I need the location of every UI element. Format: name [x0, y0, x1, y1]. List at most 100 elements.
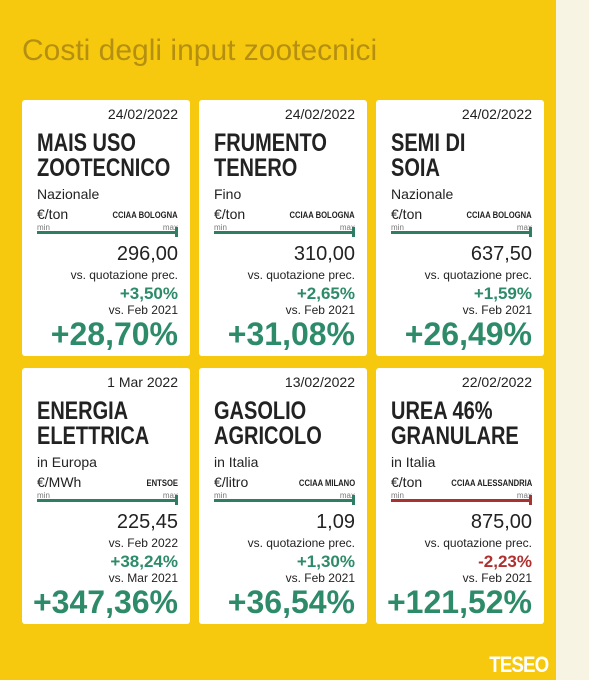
- price-card: 24/02/2022 MAIS USO ZOOTECNICO Nazionale €/t…: [22, 100, 190, 356]
- card-title: SOIA: [391, 154, 440, 182]
- unit: €/litro: [214, 474, 249, 490]
- card-title: FRUMENTO: [214, 129, 327, 157]
- price: 1,09: [316, 511, 355, 533]
- card-date: 1 Mar 2022: [107, 374, 178, 390]
- card-date: 13/02/2022: [284, 374, 355, 390]
- card-title: AGRICOLO: [214, 422, 322, 450]
- range-max: max: [516, 491, 532, 500]
- card-title: ENERGIA: [37, 397, 129, 425]
- range-max: max: [516, 223, 532, 232]
- unit: €/ton: [37, 206, 69, 222]
- price: 875,00: [470, 511, 532, 533]
- change-big: +31,08%: [227, 316, 355, 352]
- source: CCIAA MILANO: [298, 478, 355, 488]
- compare-label: vs. quotazione prec.: [424, 268, 532, 282]
- compare-label: vs. quotazione prec.: [424, 536, 532, 550]
- range-marker: [529, 227, 532, 237]
- compare-label: vs. Feb 2022: [108, 536, 178, 550]
- card-title: ZOOTECNICO: [37, 154, 171, 182]
- card-date: 24/02/2022: [284, 106, 355, 122]
- unit: €/ton: [214, 206, 246, 222]
- change-big: +121,52%: [386, 584, 532, 620]
- change: -2,23%: [478, 552, 532, 571]
- unit: €/ton: [391, 474, 423, 490]
- card-subtitle: Nazionale: [37, 186, 100, 202]
- range-track: [37, 231, 178, 234]
- range-max: max: [339, 491, 355, 500]
- unit: €/ton: [391, 206, 423, 222]
- change: +38,24%: [110, 552, 178, 571]
- change-big: +36,54%: [227, 584, 355, 620]
- card-title: ELETTRICA: [37, 422, 150, 450]
- card-title: TENERO: [214, 154, 298, 182]
- card-subtitle: in Italia: [214, 454, 259, 470]
- compare-label: vs. Feb 2021: [462, 303, 532, 317]
- range-max: max: [162, 223, 178, 232]
- range-marker: [175, 495, 178, 505]
- range-max: max: [339, 223, 355, 232]
- range-max: max: [162, 491, 178, 500]
- compare-label: vs. quotazione prec.: [247, 268, 355, 282]
- price-card: 22/02/2022 UREA 46% GRANULARE in Italia €/to…: [376, 368, 544, 624]
- price-card: 1 Mar 2022 ENERGIA ELETTRICA in Europa €/MWh…: [22, 368, 190, 624]
- range-track: [37, 499, 178, 502]
- change: +2,65%: [296, 284, 355, 303]
- card-subtitle: Fino: [214, 186, 242, 202]
- change-big: +26,49%: [404, 316, 532, 352]
- card-title: GASOLIO: [214, 397, 307, 425]
- range-min: min: [391, 223, 404, 232]
- price: 225,45: [116, 511, 178, 533]
- source: CCIAA BOLOGNA: [466, 210, 532, 220]
- compare-label: vs. Feb 2021: [285, 303, 355, 317]
- card-title: UREA 46%: [391, 397, 493, 425]
- change-big: +28,70%: [50, 316, 178, 352]
- compare-label: vs. Mar 2021: [108, 571, 178, 585]
- price-card: 24/02/2022 SEMI DI SOIA Nazionale €/ton CCIAA…: [376, 100, 544, 356]
- range-min: min: [391, 491, 404, 500]
- price-card: 24/02/2022 FRUMENTO TENERO Fino €/ton CCIAA B…: [199, 100, 367, 356]
- card-title: GRANULARE: [391, 422, 519, 450]
- range-marker: [352, 495, 355, 505]
- compare-label: vs. quotazione prec.: [70, 268, 178, 282]
- price-card: 13/02/2022 GASOLIO AGRICOLO in Italia €/litr…: [199, 368, 367, 624]
- card-date: 22/02/2022: [461, 374, 532, 390]
- range-min: min: [214, 491, 227, 500]
- card-subtitle: Nazionale: [391, 186, 454, 202]
- card-date: 24/02/2022: [107, 106, 178, 122]
- source: CCIAA ALESSANDRIA: [450, 478, 532, 488]
- change: +1,30%: [296, 552, 355, 571]
- price: 296,00: [116, 243, 178, 265]
- change: +3,50%: [119, 284, 178, 303]
- page-title: Costi degli input zootecnici: [22, 34, 378, 67]
- edge-strip: [556, 0, 589, 680]
- range-track: [214, 499, 355, 502]
- range-track: [214, 231, 355, 234]
- compare-label: vs. Feb 2021: [462, 571, 532, 585]
- card-subtitle: in Europa: [37, 454, 97, 470]
- range-marker: [529, 495, 532, 505]
- range-min: min: [37, 223, 50, 232]
- compare-label: vs. quotazione prec.: [247, 536, 355, 550]
- source: ENTSOE: [146, 478, 178, 488]
- range-min: min: [37, 491, 50, 500]
- change: +1,59%: [473, 284, 532, 303]
- source: CCIAA BOLOGNA: [289, 210, 355, 220]
- range-track: [391, 231, 532, 234]
- card-subtitle: in Italia: [391, 454, 436, 470]
- range-marker: [352, 227, 355, 237]
- source: CCIAA BOLOGNA: [112, 210, 178, 220]
- price: 637,50: [470, 243, 532, 265]
- range-marker: [175, 227, 178, 237]
- change-big: +347,36%: [32, 584, 178, 620]
- price: 310,00: [293, 243, 355, 265]
- unit: €/MWh: [37, 474, 82, 490]
- card-date: 24/02/2022: [461, 106, 532, 122]
- card-title: MAIS USO: [37, 129, 136, 157]
- card-title: SEMI DI: [391, 129, 466, 157]
- range-track: [391, 499, 532, 502]
- logo: TESEO: [489, 652, 549, 677]
- range-min: min: [214, 223, 227, 232]
- compare-label: vs. Feb 2021: [108, 303, 178, 317]
- compare-label: vs. Feb 2021: [285, 571, 355, 585]
